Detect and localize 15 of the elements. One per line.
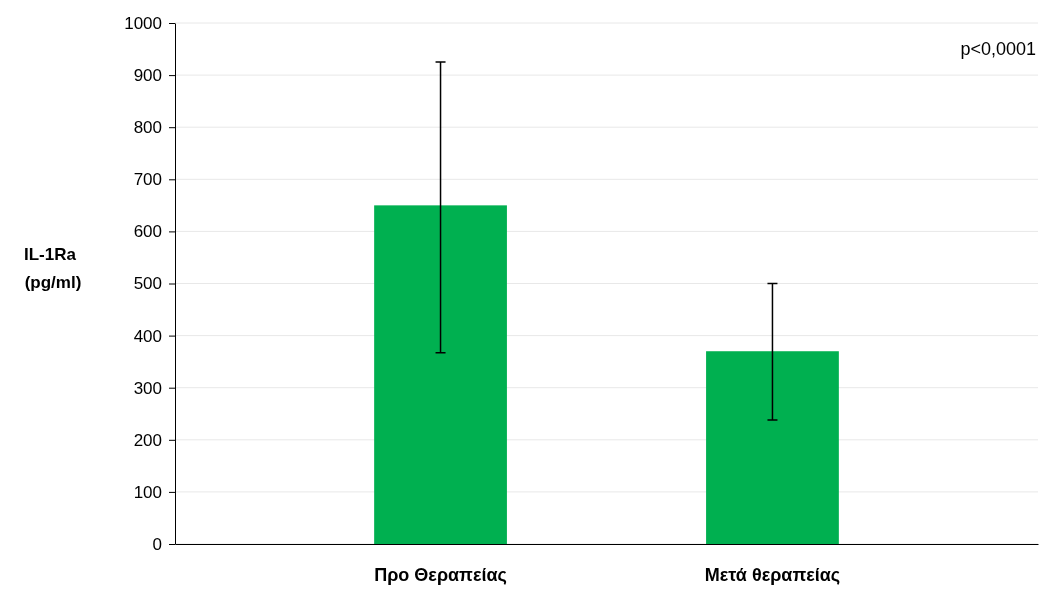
- y-axis-title: IL-1Ra (pg/ml): [24, 245, 82, 292]
- x-tick-label: Προ Θεραπείας: [374, 565, 507, 586]
- y-tick-label: 700: [133, 170, 162, 190]
- y-tick-label: 300: [133, 378, 162, 398]
- annotation: p<0,0001: [960, 39, 1036, 59]
- y-tick-label: 600: [133, 222, 162, 242]
- y-tick-label: 400: [133, 326, 162, 346]
- y-tick-label: 200: [133, 430, 162, 450]
- y-tick-label: 1000: [124, 13, 162, 33]
- y-tick-label: 800: [133, 118, 162, 138]
- y-tick-label: 100: [133, 482, 162, 502]
- y-tick-label: 500: [133, 274, 162, 294]
- x-tick-label: Μετά θεραπείας: [704, 565, 841, 586]
- y-tick-label: 0: [152, 534, 162, 554]
- y-tick-label: 900: [133, 66, 162, 86]
